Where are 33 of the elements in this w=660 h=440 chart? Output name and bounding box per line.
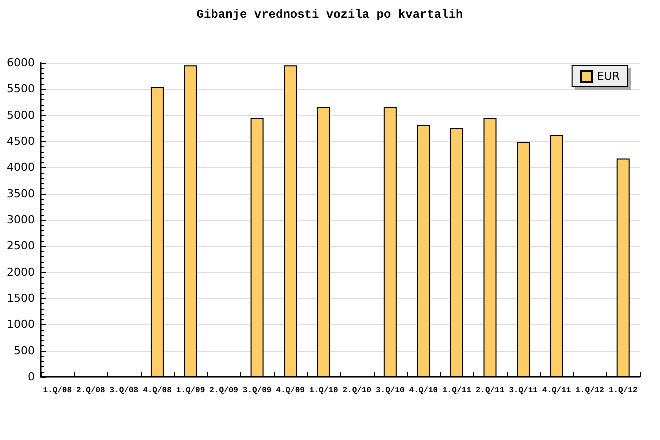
y-tick-label: 3000 [7, 214, 35, 226]
x-tick-label: 1.Q/11 [442, 386, 472, 396]
y-tick-label: 2500 [7, 240, 35, 253]
chart-title: Gibanje vrednosti vozila po kvartalih [196, 8, 464, 22]
x-tick-label: 1.Q/10 [309, 386, 338, 396]
x-tick-label: 3.Q/08 [110, 386, 139, 396]
y-tick-label: 2000 [7, 266, 35, 279]
x-tick-label: 4.Q/11 [542, 386, 572, 396]
y-tick-label: 4500 [7, 135, 35, 148]
y-tick-label: 5500 [7, 82, 35, 96]
y-tick-label: 1000 [7, 318, 35, 332]
y-tick-label: 4000 [7, 161, 35, 174]
x-tick-label: 2.Q/08 [76, 386, 106, 396]
x-tick-label: 2.Q/10 [342, 386, 372, 396]
legend-label: EUR [597, 70, 620, 83]
x-tick-label: 2.Q/09 [210, 386, 239, 396]
y-tick-label: 5000 [7, 108, 35, 122]
x-tick-label: 4.Q/08 [143, 386, 172, 396]
y-tick-label: 6000 [7, 56, 35, 70]
y-tick-label: 1500 [7, 292, 35, 305]
x-tick-label: 1.Q/08 [43, 386, 72, 396]
y-tick-label: 500 [14, 344, 35, 358]
x-tick-label: 4.Q/10 [409, 386, 438, 396]
x-tick-label: 1.Q/12 [608, 386, 638, 396]
x-tick-label: 3.Q/09 [242, 386, 272, 396]
y-tick-label: 0 [28, 370, 35, 384]
x-tick-label: 2.Q/11 [476, 386, 505, 396]
x-tick-label: 3.Q/10 [376, 386, 406, 396]
x-tick-label: 3.Q/11 [509, 386, 538, 396]
y-tick-label: 3500 [7, 187, 35, 200]
x-tick-label: 1.Q/12 [576, 386, 605, 396]
x-tick-label: 1.Q/09 [176, 386, 206, 396]
x-tick-label: 4.Q/09 [276, 386, 306, 396]
